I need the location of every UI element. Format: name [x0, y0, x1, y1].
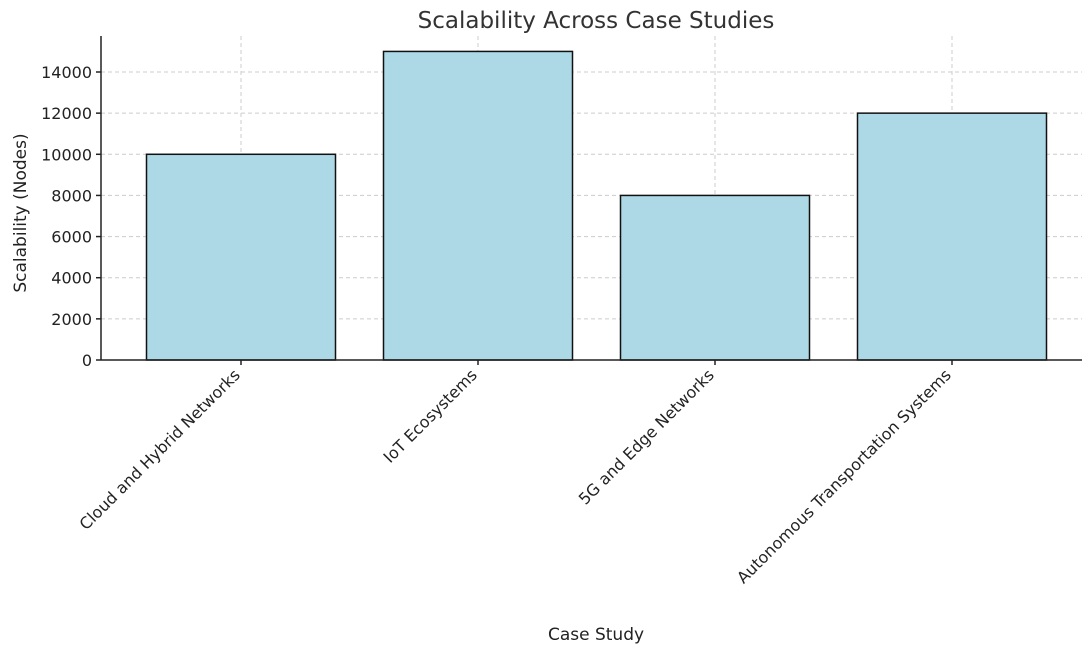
y-tick-label: 14000: [41, 63, 92, 82]
axes: [96, 36, 1082, 365]
bar-0: [145, 153, 337, 361]
bar-1: [382, 50, 574, 361]
y-tick-label: 10000: [41, 145, 92, 164]
y-tick-label: 12000: [41, 104, 92, 123]
x-tick-label: IoT Ecosystems: [380, 365, 481, 466]
x-tick-label: Autonomous Transportation Systems: [733, 365, 955, 587]
y-tick-label: 6000: [51, 228, 92, 247]
y-tick-label: 0: [82, 351, 92, 370]
y-axis-label: Scalability (Nodes): [11, 133, 31, 292]
y-tick-labels: 0 2000 4000 6000 8000 10000 12000 14000: [41, 63, 92, 370]
y-tick-label: 4000: [51, 269, 92, 288]
x-tick-label: Cloud and Hybrid Networks: [76, 365, 244, 533]
chart-title: Scalability Across Case Studies: [418, 8, 775, 34]
y-tick-label: 2000: [51, 310, 92, 329]
y-tick-label: 8000: [51, 186, 92, 205]
bar-3: [856, 112, 1048, 361]
x-tick-labels: Cloud and Hybrid Networks IoT Ecosystems 5…: [76, 365, 955, 587]
x-tick-label: 5G and Edge Networks: [575, 365, 718, 508]
bar-2: [619, 194, 811, 361]
x-axis-label: Case Study: [548, 625, 644, 645]
bars: [145, 50, 1048, 361]
